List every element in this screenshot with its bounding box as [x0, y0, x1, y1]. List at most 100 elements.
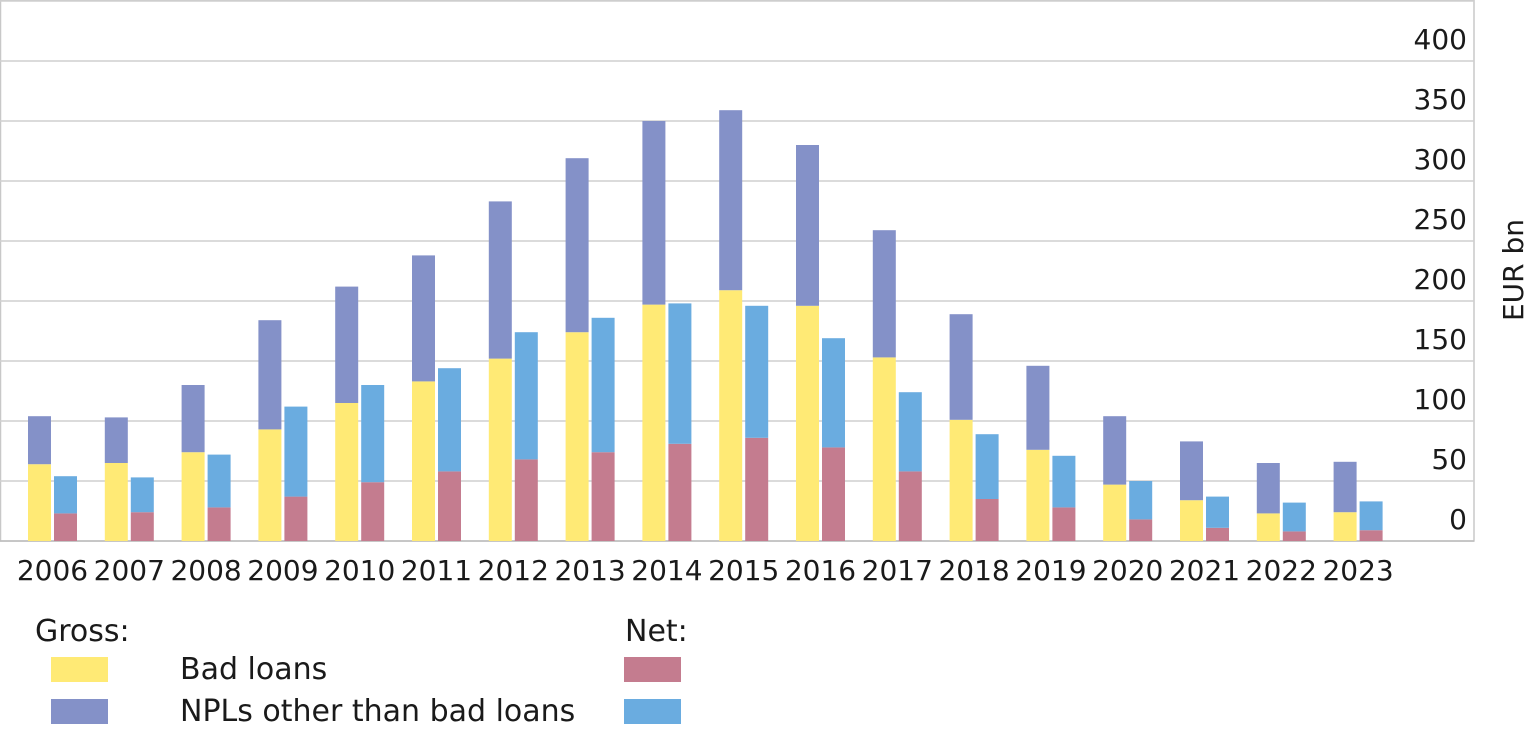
- bar-net-npls-other-2009: [284, 406, 308, 497]
- bar-gross-npls-other-2006: [28, 416, 51, 465]
- bar-gross-bad-loans-2013: [565, 332, 589, 541]
- legend-label-bad-loans: Bad loans: [180, 652, 328, 687]
- x-tick-label: 2017: [862, 554, 933, 587]
- bar-gross-npls-other-2007: [104, 417, 128, 463]
- x-tick-label: 2011: [401, 554, 472, 587]
- bar-gross-npls-other-2018: [949, 314, 973, 420]
- bar-gross-bad-loans-2012: [488, 358, 512, 541]
- bar-net-npls-other-2011: [438, 368, 461, 472]
- bar-gross-bad-loans-2017: [872, 357, 896, 541]
- bar-net-npls-other-2017: [898, 392, 922, 472]
- bar-net-npls-other-2007: [130, 477, 154, 513]
- bar-gross-bad-loans-2015: [719, 290, 743, 541]
- y-tick-label: 0: [1449, 503, 1467, 536]
- bar-gross-bad-loans-2006: [28, 464, 51, 541]
- legend-gross-heading: Gross:: [35, 614, 130, 649]
- bar-gross-npls-other-2014: [642, 121, 666, 305]
- bar-gross-npls-other-2008: [181, 385, 205, 453]
- bar-gross-npls-other-2009: [258, 320, 282, 430]
- bar-net-npls-other-2006: [54, 476, 77, 514]
- bar-net-npls-other-2012: [514, 332, 538, 460]
- x-tick-label: 2014: [631, 554, 702, 587]
- bar-gross-bad-loans-2023: [1333, 512, 1357, 541]
- bar-net-bad-loans-2011: [438, 471, 461, 541]
- y-tick-label: 100: [1414, 383, 1467, 416]
- bar-gross-npls-other-2019: [1026, 365, 1050, 450]
- x-tick-label: 2023: [1322, 554, 1393, 587]
- bar-net-npls-other-2014: [668, 303, 692, 444]
- bar-net-bad-loans-2023: [1359, 530, 1383, 541]
- bar-net-bad-loans-2007: [130, 512, 154, 541]
- x-tick-label: 2016: [785, 554, 856, 587]
- bar-net-npls-other-2023: [1359, 501, 1383, 531]
- bar-net-bad-loans-2019: [1052, 507, 1076, 541]
- bar-gross-npls-other-2021: [1180, 441, 1203, 501]
- bar-net-npls-other-2019: [1052, 455, 1076, 508]
- bar-gross-npls-other-2016: [796, 145, 819, 306]
- legend-net-heading: Net:: [625, 614, 688, 649]
- bar-gross-bad-loans-2020: [1103, 484, 1127, 541]
- bars: [28, 110, 1383, 541]
- bar-net-npls-other-2016: [822, 338, 845, 448]
- bar-gross-bad-loans-2016: [796, 305, 819, 541]
- bar-gross-npls-other-2013: [565, 158, 589, 333]
- bar-net-bad-loans-2021: [1206, 527, 1229, 541]
- x-tick-label: 2022: [1246, 554, 1317, 587]
- bar-gross-npls-other-2010: [335, 286, 359, 403]
- legend-label-npls-other: NPLs other than bad loans: [180, 694, 576, 729]
- bar-net-npls-other-2008: [207, 454, 231, 508]
- bar-net-bad-loans-2008: [207, 507, 231, 541]
- bar-net-bad-loans-2012: [514, 459, 538, 541]
- y-tick-label: 400: [1414, 23, 1467, 56]
- bar-net-bad-loans-2013: [591, 452, 615, 541]
- x-tick-label: 2009: [247, 554, 318, 587]
- bar-gross-bad-loans-2022: [1256, 513, 1280, 541]
- bar-net-npls-other-2022: [1282, 502, 1306, 532]
- bar-gross-npls-other-2020: [1103, 416, 1127, 485]
- x-tick-label: 2012: [478, 554, 549, 587]
- y-tick-label: 200: [1414, 263, 1467, 296]
- bar-gross-npls-other-2011: [412, 255, 435, 382]
- chart: 0 50 100 150 200 250 300 350 400 2006 2007 2008 200…: [0, 0, 1530, 587]
- bar-gross-npls-other-2023: [1333, 461, 1357, 513]
- bar-net-npls-other-2021: [1206, 496, 1229, 528]
- bar-gross-bad-loans-2021: [1180, 500, 1203, 541]
- x-tick-label: 2008: [170, 554, 241, 587]
- legend-swatch-gross-bad-loans: [51, 657, 108, 682]
- legend-swatch-net-npls-other: [624, 699, 681, 724]
- y-tick-label: 250: [1414, 203, 1467, 236]
- x-tick-label: 2007: [94, 554, 165, 587]
- bar-net-bad-loans-2022: [1282, 531, 1306, 541]
- bar-gross-bad-loans-2009: [258, 429, 282, 541]
- bar-net-npls-other-2020: [1129, 481, 1153, 520]
- x-axis-ticks: 2006 2007 2008 2009 2010 2011 2012 2013 2014 2015…: [17, 554, 1394, 587]
- y-tick-label: 150: [1414, 323, 1467, 356]
- bar-gross-bad-loans-2019: [1026, 449, 1050, 541]
- bar-net-bad-loans-2017: [898, 471, 922, 541]
- x-tick-label: 2015: [708, 554, 779, 587]
- x-tick-label: 2020: [1092, 554, 1163, 587]
- bar-gross-npls-other-2022: [1256, 463, 1280, 514]
- bar-net-bad-loans-2006: [54, 513, 77, 541]
- x-tick-label: 2018: [938, 554, 1009, 587]
- bar-gross-npls-other-2015: [719, 110, 743, 291]
- x-tick-label: 2006: [17, 554, 88, 587]
- bar-gross-bad-loans-2008: [181, 452, 205, 541]
- bar-net-bad-loans-2010: [361, 482, 385, 541]
- y-tick-label: 50: [1431, 443, 1467, 476]
- bar-net-bad-loans-2009: [284, 496, 308, 541]
- bar-gross-bad-loans-2007: [104, 463, 128, 541]
- y-tick-label: 300: [1414, 143, 1467, 176]
- x-tick-label: 2013: [554, 554, 625, 587]
- bar-net-bad-loans-2018: [975, 499, 999, 541]
- bar-net-bad-loans-2014: [668, 443, 692, 541]
- bar-gross-npls-other-2017: [872, 230, 896, 358]
- bar-gross-bad-loans-2014: [642, 304, 666, 541]
- y-axis-label: EUR bn: [1497, 219, 1530, 321]
- bar-net-bad-loans-2016: [822, 447, 845, 541]
- y-axis-ticks: 0 50 100 150 200 250 300 350 400: [1414, 23, 1467, 536]
- legend-swatch-net-bad-loans: [624, 657, 681, 682]
- y-tick-label: 350: [1414, 83, 1467, 116]
- bar-net-npls-other-2010: [361, 385, 385, 483]
